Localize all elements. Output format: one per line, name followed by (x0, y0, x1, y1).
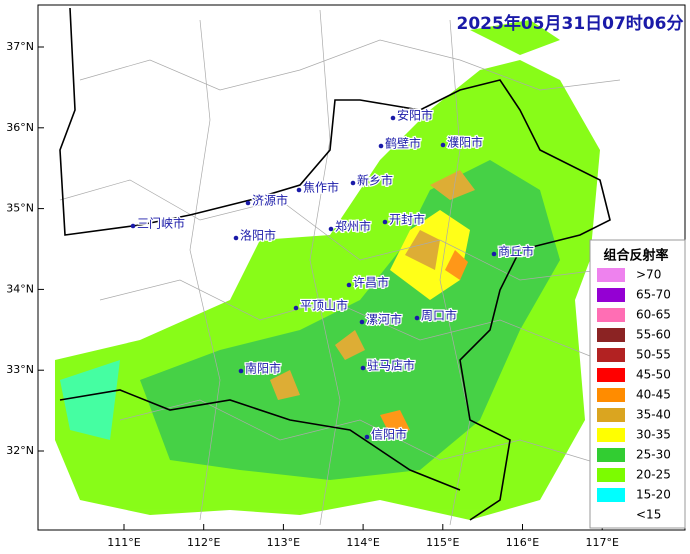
city-label: 三门峡市 (137, 216, 185, 231)
city-dot (378, 143, 384, 149)
legend-swatch (597, 428, 625, 442)
legend-title: 组合反射率 (603, 248, 668, 264)
city-dot (382, 219, 388, 225)
legend-label: 30-35 (636, 428, 671, 442)
legend-swatch (597, 348, 625, 362)
lon-label: 112°E (187, 536, 220, 549)
city-dot (296, 187, 302, 193)
city-label: 南阳市 (245, 361, 281, 376)
city-label: 漯河市 (366, 312, 402, 327)
legend-swatch (597, 448, 625, 462)
city-label: 安阳市 (397, 108, 433, 123)
legend-box (589, 239, 686, 529)
city-dot (293, 305, 299, 311)
city-label: 信阳市 (371, 427, 407, 442)
lat-label: 37°N (6, 40, 34, 53)
lon-label: 114°E (346, 536, 379, 549)
legend-swatch (597, 408, 625, 422)
city-label: 开封市 (389, 212, 425, 227)
legend-label: >70 (636, 268, 661, 282)
city-dot (328, 226, 334, 232)
legend-swatch (597, 308, 625, 322)
legend-swatch (597, 388, 625, 402)
legend-label: 55-60 (636, 328, 671, 342)
county-borders (59, 9, 621, 526)
city-dot (390, 115, 396, 121)
legend: >70 65-70 60-65 55-60 50-55 45-50 40-45 35-40 30… (597, 268, 671, 522)
legend-swatch (597, 468, 625, 482)
lat-label: 36°N (6, 121, 34, 134)
legend-label: 65-70 (636, 288, 671, 302)
city-label: 郑州市 (335, 219, 371, 234)
radar-echoes (55, 20, 600, 520)
legend-label: 60-65 (636, 308, 671, 322)
lon-label: 111°E (107, 536, 140, 549)
city-label: 周口市 (421, 308, 457, 323)
city-label: 鹤壁市 (385, 136, 421, 151)
legend-label: 25-30 (636, 448, 671, 462)
city-dot (440, 142, 446, 148)
city-label: 洛阳市 (240, 228, 276, 243)
province-borders (59, 7, 611, 521)
lat-label: 32°N (6, 444, 34, 457)
city-dot (414, 315, 420, 321)
legend-label: 45-50 (636, 368, 671, 382)
city-dot (130, 223, 136, 229)
city-label: 濮阳市 (447, 135, 483, 150)
legend-label: 40-45 (636, 388, 671, 402)
city-dot (350, 180, 356, 186)
city-dot (245, 200, 251, 206)
lon-label: 117°E (585, 536, 618, 549)
city-label: 新乡市 (357, 173, 393, 188)
legend-swatch (597, 288, 625, 302)
legend-swatch (597, 508, 625, 522)
city-label: 商丘市 (498, 244, 534, 259)
axis-labels: 37°N 36°N 35°N 34°N 33°N 32°N 111°E 112°E 113°E 1… (6, 40, 619, 549)
city-dot (360, 365, 366, 371)
city-dot (491, 251, 497, 257)
city-dot (233, 235, 239, 241)
lat-label: 34°N (6, 282, 34, 295)
legend-label: <15 (636, 508, 661, 522)
city-label: 济源市 (252, 193, 288, 208)
legend-swatch (597, 268, 625, 282)
lon-label: 115°E (426, 536, 459, 549)
timestamp: 2025年05月31日07时06分 (457, 13, 684, 34)
city-label: 平顶山市 (300, 298, 348, 313)
city-label: 驻马店市 (367, 358, 415, 373)
city-dot (359, 319, 365, 325)
city-label: 许昌市 (353, 275, 389, 290)
lon-label: 116°E (506, 536, 539, 549)
lon-label: 113°E (267, 536, 300, 549)
legend-swatch (597, 488, 625, 502)
legend-swatch (597, 328, 625, 342)
legend-label: 50-55 (636, 348, 671, 362)
legend-label: 20-25 (636, 468, 671, 482)
city-label: 焦作市 (303, 180, 339, 195)
city-dot (238, 368, 244, 374)
city-dot (364, 434, 370, 440)
city-dot (346, 282, 352, 288)
legend-label: 15-20 (636, 488, 671, 502)
legend-swatch (597, 368, 625, 382)
legend-label: 35-40 (636, 408, 671, 422)
lat-label: 35°N (6, 202, 34, 215)
lat-label: 33°N (6, 363, 34, 376)
